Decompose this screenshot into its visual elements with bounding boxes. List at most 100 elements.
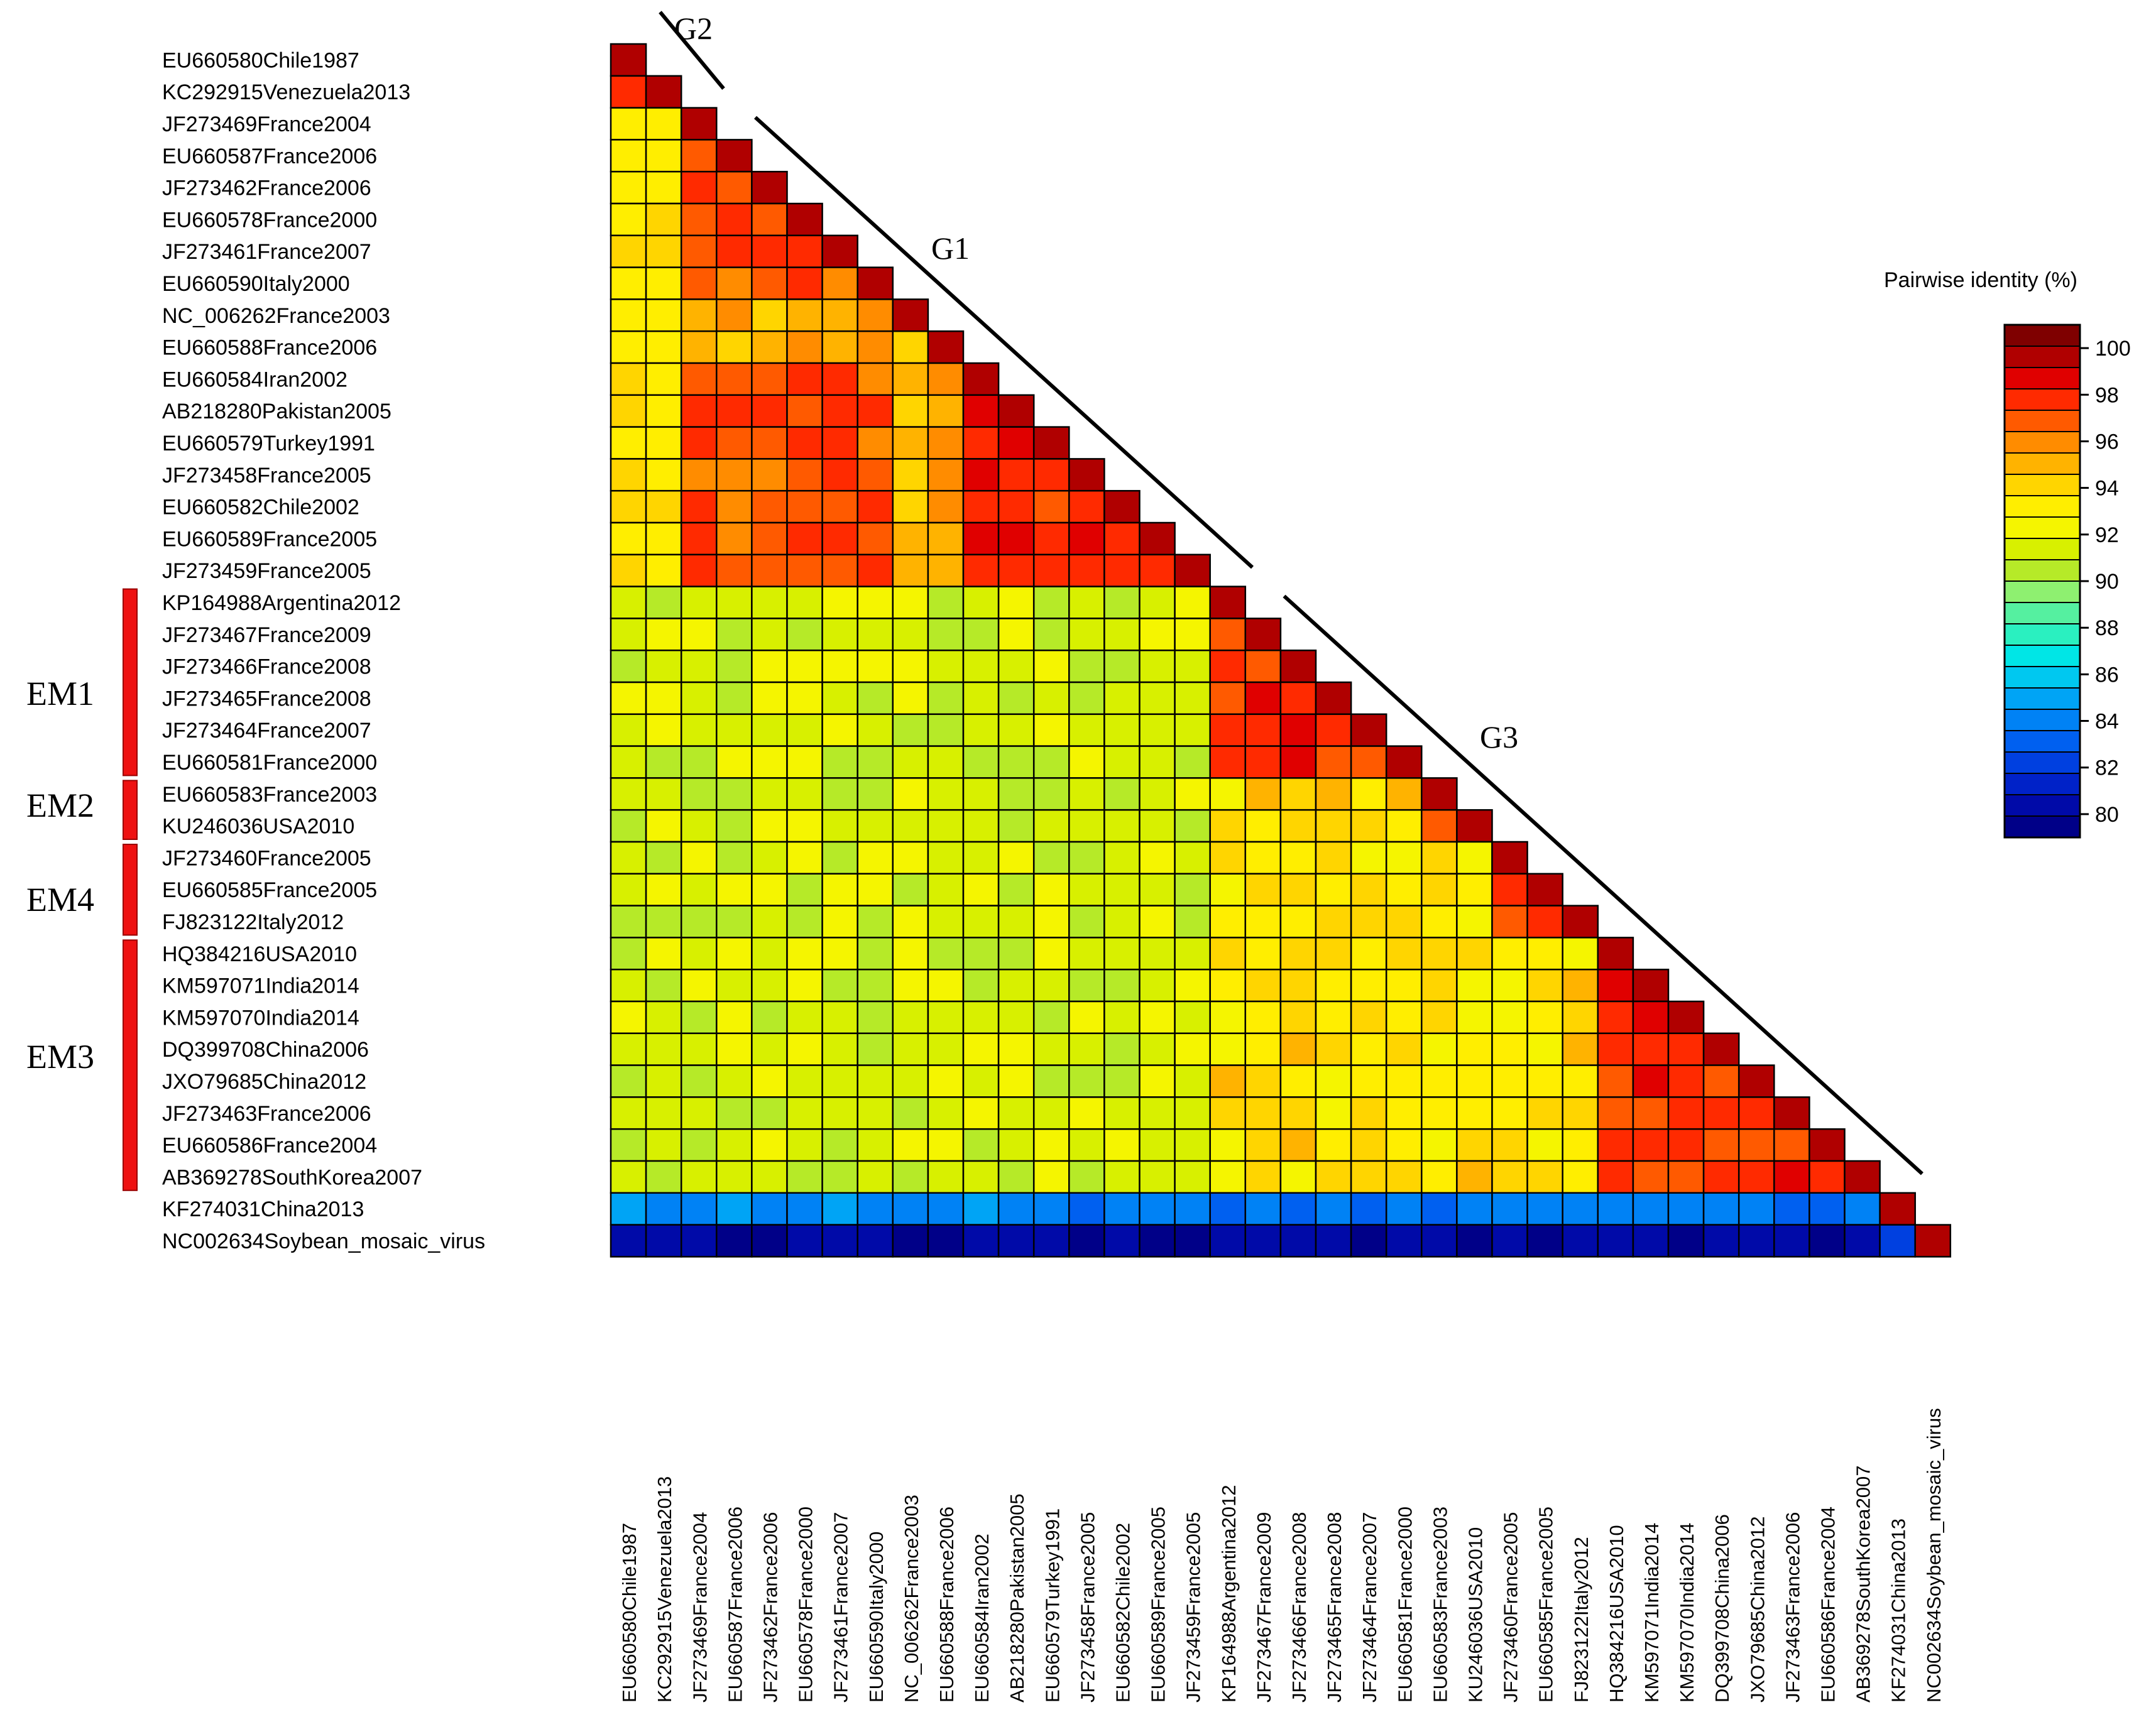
heatmap-cell bbox=[892, 553, 929, 587]
heatmap-cell bbox=[856, 1192, 894, 1226]
heatmap-cell bbox=[1491, 905, 1528, 939]
column-label: EU660583France2003 bbox=[1429, 1507, 1451, 1703]
heatmap-cell bbox=[1667, 1160, 1705, 1194]
heatmap-cell bbox=[892, 1096, 929, 1130]
column-label: EU660587France2006 bbox=[724, 1507, 746, 1703]
heatmap-cell bbox=[1279, 968, 1317, 1003]
heatmap-cell bbox=[1279, 905, 1317, 939]
row-label: JF273461France2007 bbox=[162, 240, 371, 264]
heatmap-cell bbox=[716, 1000, 753, 1035]
column-label: EU660590Italy2000 bbox=[865, 1532, 887, 1703]
heatmap-cell bbox=[1244, 1160, 1282, 1194]
heatmap-cell bbox=[1103, 1192, 1141, 1226]
heatmap-cell bbox=[1139, 1160, 1176, 1194]
column-label: EU660578France2000 bbox=[795, 1507, 817, 1703]
heatmap-cell bbox=[1315, 873, 1352, 907]
heatmap-cell bbox=[1737, 1064, 1775, 1098]
heatmap-cell bbox=[821, 489, 858, 524]
heatmap-cell bbox=[1526, 1128, 1563, 1162]
heatmap-cell bbox=[821, 905, 858, 939]
heatmap-cell bbox=[1562, 1160, 1599, 1194]
heatmap-cell bbox=[751, 968, 788, 1003]
heatmap-cell bbox=[1773, 1160, 1810, 1194]
heatmap-cell bbox=[821, 426, 858, 460]
heatmap-cell bbox=[1244, 1064, 1282, 1098]
heatmap-cell bbox=[1209, 1064, 1247, 1098]
heatmap-cell bbox=[1103, 713, 1141, 747]
heatmap-cell bbox=[610, 1096, 647, 1130]
legend-tick-label: 82 bbox=[2095, 756, 2119, 780]
heatmap-cell bbox=[1068, 937, 1105, 971]
heatmap-cell bbox=[1139, 1096, 1176, 1130]
column-label: JF273466France2008 bbox=[1288, 1512, 1310, 1703]
heatmap-cell bbox=[821, 458, 858, 492]
column-label: JF273459France2005 bbox=[1183, 1512, 1205, 1703]
legend-swatch bbox=[2004, 709, 2081, 731]
heatmap-cell bbox=[610, 649, 647, 684]
heatmap-cell bbox=[1174, 1032, 1211, 1066]
heatmap-cell bbox=[1385, 905, 1423, 939]
heatmap-cell bbox=[1809, 1224, 1846, 1258]
column-label: NC002634Soybean_mosaic_virus bbox=[1923, 1408, 1945, 1703]
legend-title: Pairwise identity (%) bbox=[1884, 268, 2077, 292]
heatmap-cell bbox=[856, 905, 894, 939]
heatmap-cell bbox=[1209, 968, 1247, 1003]
heatmap-cell bbox=[856, 809, 894, 843]
legend-swatch bbox=[2004, 367, 2081, 390]
heatmap-cell bbox=[1032, 649, 1070, 684]
legend-tick-label: 84 bbox=[2095, 710, 2119, 734]
heatmap-cell bbox=[645, 330, 682, 364]
heatmap-cell bbox=[1032, 1224, 1070, 1258]
heatmap-cell bbox=[680, 394, 718, 428]
heatmap-cell bbox=[1139, 937, 1176, 971]
heatmap-cell bbox=[1456, 937, 1493, 971]
heatmap-cell bbox=[856, 873, 894, 907]
heatmap-cell bbox=[1809, 1160, 1846, 1194]
row-label: KM597071India2014 bbox=[162, 974, 359, 998]
heatmap-cell bbox=[892, 1064, 929, 1098]
heatmap-cell bbox=[1491, 1064, 1528, 1098]
column-label: FJ823122Italy2012 bbox=[1570, 1537, 1592, 1703]
heatmap-cell bbox=[821, 1032, 858, 1066]
heatmap-cell bbox=[680, 1128, 718, 1162]
row-label: KC292915Venezuela2013 bbox=[162, 80, 410, 104]
row-labels: EU660580Chile1987 KC292915Venezuela2013 JF… bbox=[162, 48, 485, 1253]
heatmap-cell bbox=[786, 1000, 823, 1035]
heatmap-cell bbox=[821, 362, 858, 396]
heatmap-cell bbox=[1597, 968, 1634, 1003]
heatmap-cell bbox=[1068, 521, 1105, 556]
heatmap-cell bbox=[1350, 905, 1387, 939]
heatmap-cell bbox=[751, 330, 788, 364]
heatmap-cell bbox=[610, 75, 647, 109]
heatmap-cell bbox=[1491, 1128, 1528, 1162]
heatmap-cell bbox=[1103, 905, 1141, 939]
heatmap-cell bbox=[1103, 681, 1141, 716]
heatmap-cell bbox=[1103, 1128, 1141, 1162]
legend-tick-label: 86 bbox=[2095, 663, 2119, 687]
heatmap-cell bbox=[610, 809, 647, 843]
heatmap-cell bbox=[610, 1192, 647, 1226]
heatmap-cell bbox=[1491, 1192, 1528, 1226]
heatmap-cell bbox=[1139, 968, 1176, 1003]
heatmap-cell bbox=[716, 681, 753, 716]
heatmap-cell bbox=[645, 75, 682, 109]
heatmap-cell bbox=[1315, 809, 1352, 843]
heatmap-cell bbox=[892, 841, 929, 875]
heatmap-cell bbox=[645, 777, 682, 811]
heatmap-cell bbox=[751, 394, 788, 428]
heatmap-cell bbox=[1385, 1096, 1423, 1130]
heatmap-cell bbox=[1597, 1128, 1634, 1162]
heatmap-cell bbox=[892, 521, 929, 556]
heatmap-cell bbox=[892, 330, 929, 364]
row-label: NC002634Soybean_mosaic_virus bbox=[162, 1229, 485, 1253]
heatmap-cell bbox=[1562, 1192, 1599, 1226]
heatmap-cell bbox=[997, 394, 1035, 428]
heatmap-cell bbox=[1279, 841, 1317, 875]
heatmap-cell bbox=[716, 266, 753, 300]
legend-swatch bbox=[2004, 324, 2081, 347]
heatmap-cell bbox=[1597, 937, 1634, 971]
heatmap-cell bbox=[610, 681, 647, 716]
heatmap-cell bbox=[645, 139, 682, 173]
heatmap-cell bbox=[610, 1160, 647, 1194]
